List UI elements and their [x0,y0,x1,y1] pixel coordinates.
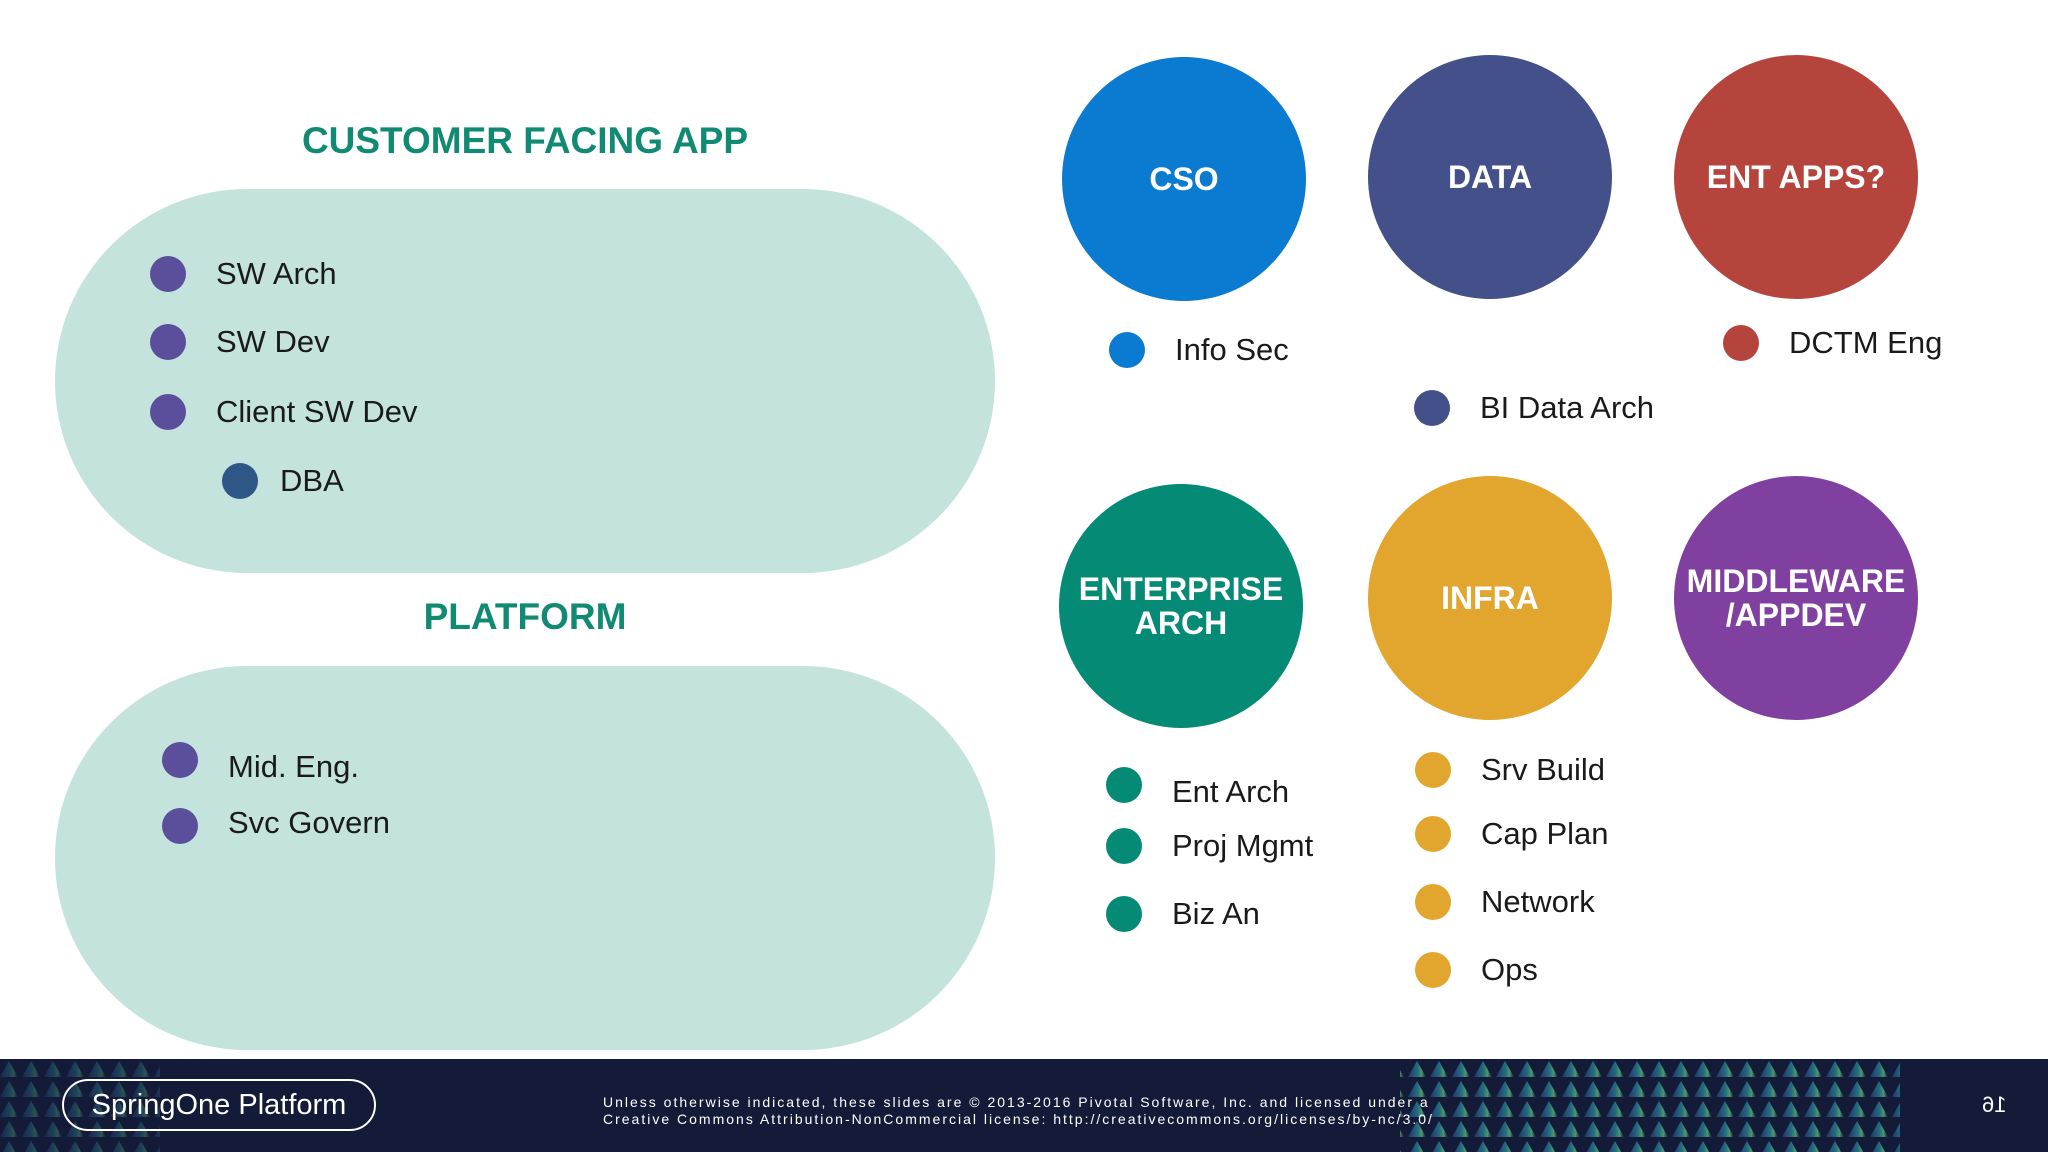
bullet-dot [1106,767,1142,803]
list-item: DCTM Eng [1723,325,1942,361]
bullet-dot [1106,896,1142,932]
list-item: Srv Build [1415,752,1605,788]
customer-facing-app-pill [55,189,995,573]
platform-pill [55,666,995,1050]
item-label: Proj Mgmt [1172,828,1314,863]
list-item: DBA [222,463,344,499]
enterprise-arch-circle: ENTERPRISE ARCH [1059,484,1303,728]
item-label: Svc Govern [228,805,390,840]
item-label: Biz An [1172,896,1260,931]
item-label: Network [1481,884,1595,919]
license-text: Unless otherwise indicated, these slides… [603,1094,1434,1128]
item-label: SW Arch [216,256,337,291]
list-item: Client SW Dev [150,394,418,430]
item-label: Client SW Dev [216,394,418,429]
bullet-dot [1415,752,1451,788]
list-item: BI Data Arch [1414,390,1654,426]
item-label: SW Dev [216,324,330,359]
item-label: Mid. Eng. [228,749,359,784]
bullet-dot [1106,828,1142,864]
list-item: Cap Plan [1415,816,1609,852]
bullet-dot [1414,390,1450,426]
bullet-dot [1415,816,1451,852]
item-label: Srv Build [1481,752,1606,787]
item-label: DCTM Eng [1789,325,1943,360]
bullet-dot [1109,332,1145,368]
bullet-dot [162,808,198,844]
list-item: Info Sec [1109,332,1289,368]
item-label: Info Sec [1175,332,1289,367]
middleware-appdev-circle: MIDDLEWARE /APPDEV [1674,476,1918,720]
customer-facing-app-title: CUSTOMER FACING APP [301,120,749,161]
infra-circle: INFRA [1368,476,1612,720]
license-line-1: Unless otherwise indicated, these slides… [603,1094,1430,1110]
cso-circle: CSO [1062,57,1306,301]
list-item: Svc Govern [162,805,390,844]
list-item: Ent Arch [1106,767,1289,809]
platform-title: PLATFORM [423,596,627,637]
data-circle: DATA [1368,55,1612,299]
bullet-dot [1415,884,1451,920]
bullet-dot [162,742,198,778]
license-line-2: Creative Commons Attribution-NonCommerci… [603,1111,1434,1127]
bullet-dot [150,324,186,360]
page-number: 16 [1982,1092,2007,1117]
springone-platform-logo: SpringOne Platform [62,1079,376,1131]
list-item: Mid. Eng. [162,742,359,784]
list-item: Ops [1415,952,1538,988]
item-label: Ops [1481,952,1538,987]
bullet-dot [150,394,186,430]
list-item: SW Arch [150,256,337,292]
list-item: Proj Mgmt [1106,828,1313,864]
ent-apps-circle: ENT APPS? [1674,55,1918,299]
list-item: Biz An [1106,896,1260,932]
bullet-dot [1415,952,1451,988]
bullet-dot [222,463,258,499]
item-label: BI Data Arch [1480,390,1655,425]
list-item: Network [1415,884,1595,920]
bullet-dot [1723,325,1759,361]
item-label: Ent Arch [1172,774,1290,809]
list-item: SW Dev [150,324,330,360]
footer-bar: SpringOne Platform Unless otherwise indi… [0,1059,2048,1152]
bullet-dot [150,256,186,292]
item-label: Cap Plan [1481,816,1609,851]
item-label: DBA [280,463,344,498]
